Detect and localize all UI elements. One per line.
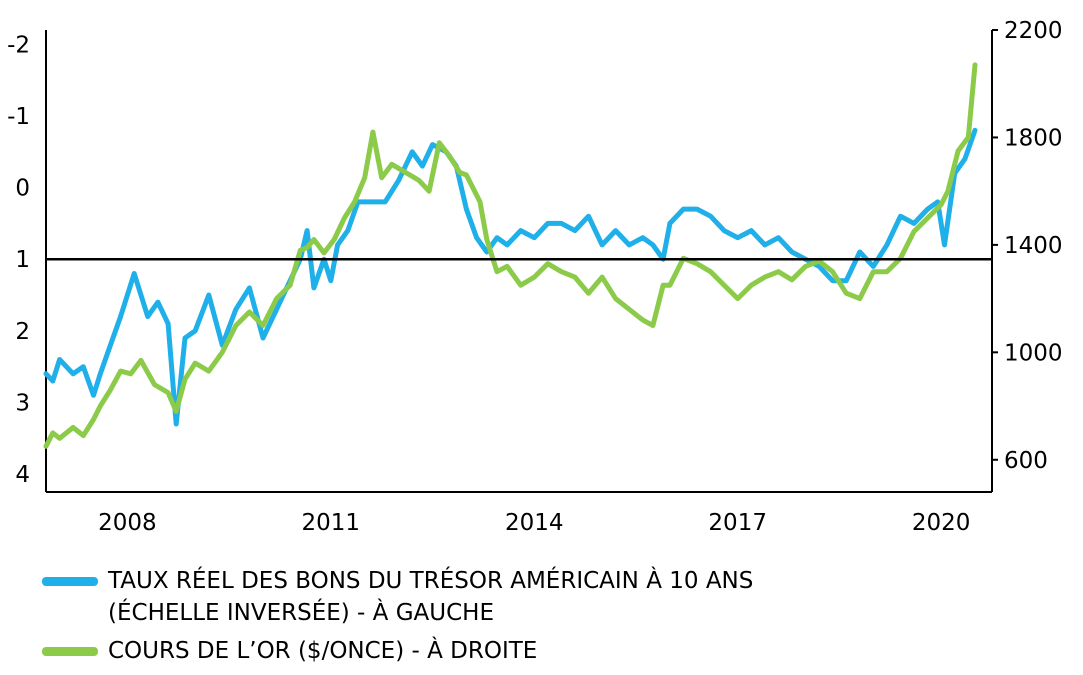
legend-label-real-yield: TAUX RÉEL DES BONS DU TRÉSOR AMÉRICAIN À… <box>108 568 754 626</box>
left-tick-label: -1 <box>7 104 30 130</box>
left-tick-label: -2 <box>7 32 30 58</box>
x-tick-label: 2008 <box>98 510 157 536</box>
right-tick-label: 1800 <box>1004 125 1063 151</box>
left-tick-label: 3 <box>15 390 30 416</box>
legend-item-real-yield: TAUX RÉEL DES BONS DU TRÉSOR AMÉRICAIN À… <box>42 565 1042 629</box>
series-line-gold <box>43 62 978 449</box>
left-tick-label: 0 <box>15 176 30 202</box>
legend-swatch-real-yield <box>42 577 98 586</box>
right-tick-label: 1400 <box>1004 233 1063 259</box>
legend-swatch-gold <box>42 647 98 656</box>
chart-svg: -2 -1 0 1 2 3 4 2200 1800 1400 1000 600 2008 2011 2014… <box>7 18 1062 536</box>
right-tick-label: 1000 <box>1004 340 1063 366</box>
legend: TAUX RÉEL DES BONS DU TRÉSOR AMÉRICAIN À… <box>42 565 1042 673</box>
axes <box>45 30 993 493</box>
x-tick-label: 2014 <box>505 510 564 536</box>
ticks: -2 -1 0 1 2 3 4 2200 1800 1400 1000 600 2008 2011 2014… <box>7 18 1062 536</box>
right-tick-label: 2200 <box>1004 18 1063 44</box>
legend-item-gold: COURS DE L’OR ($/ONCE) - À DROITE <box>42 635 1042 667</box>
x-tick-label: 2020 <box>912 510 971 536</box>
x-tick-label: 2017 <box>708 510 767 536</box>
left-tick-label: 1 <box>15 247 30 273</box>
right-tick-label: 600 <box>1004 448 1048 474</box>
left-tick-label: 2 <box>15 319 30 345</box>
series-layer <box>43 62 992 449</box>
x-tick-label: 2011 <box>302 510 361 536</box>
left-tick-label: 4 <box>15 462 30 488</box>
legend-label-gold: COURS DE L’OR ($/ONCE) - À DROITE <box>108 638 538 664</box>
